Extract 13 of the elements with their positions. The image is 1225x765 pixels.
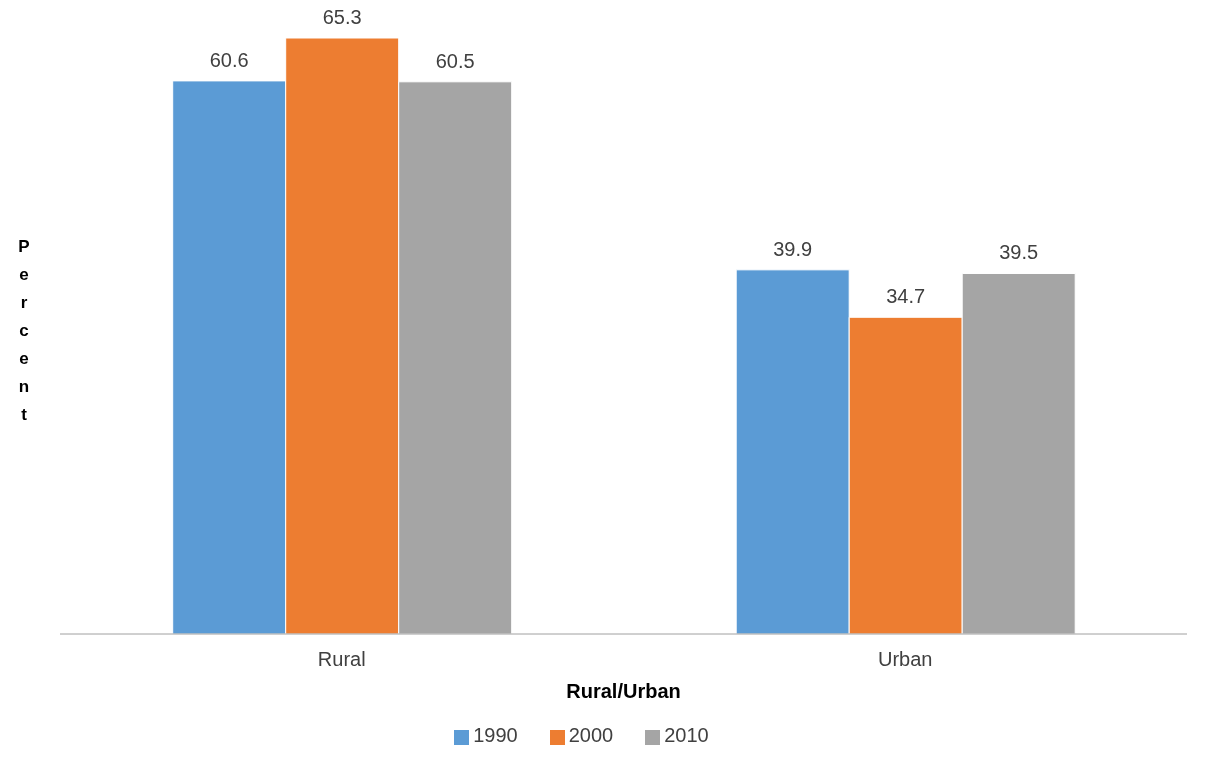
data-label: 60.6 — [209, 48, 249, 71]
x-axis-title: Rural/Urban — [566, 680, 681, 703]
x-tick-label: Urban — [878, 648, 933, 671]
data-label: 65.3 — [322, 6, 362, 28]
data-label: 34.7 — [886, 285, 926, 308]
x-tick-label: Rural — [317, 648, 366, 671]
y-axis-title: Percent — [18, 237, 30, 424]
legend-label: 1990 — [473, 724, 518, 746]
data-label: 60.5 — [435, 49, 475, 72]
data-label: 39.9 — [773, 237, 813, 260]
data-label: 39.5 — [999, 241, 1039, 264]
legend-label: 2010 — [664, 724, 709, 746]
legend-label: 2000 — [568, 724, 614, 746]
